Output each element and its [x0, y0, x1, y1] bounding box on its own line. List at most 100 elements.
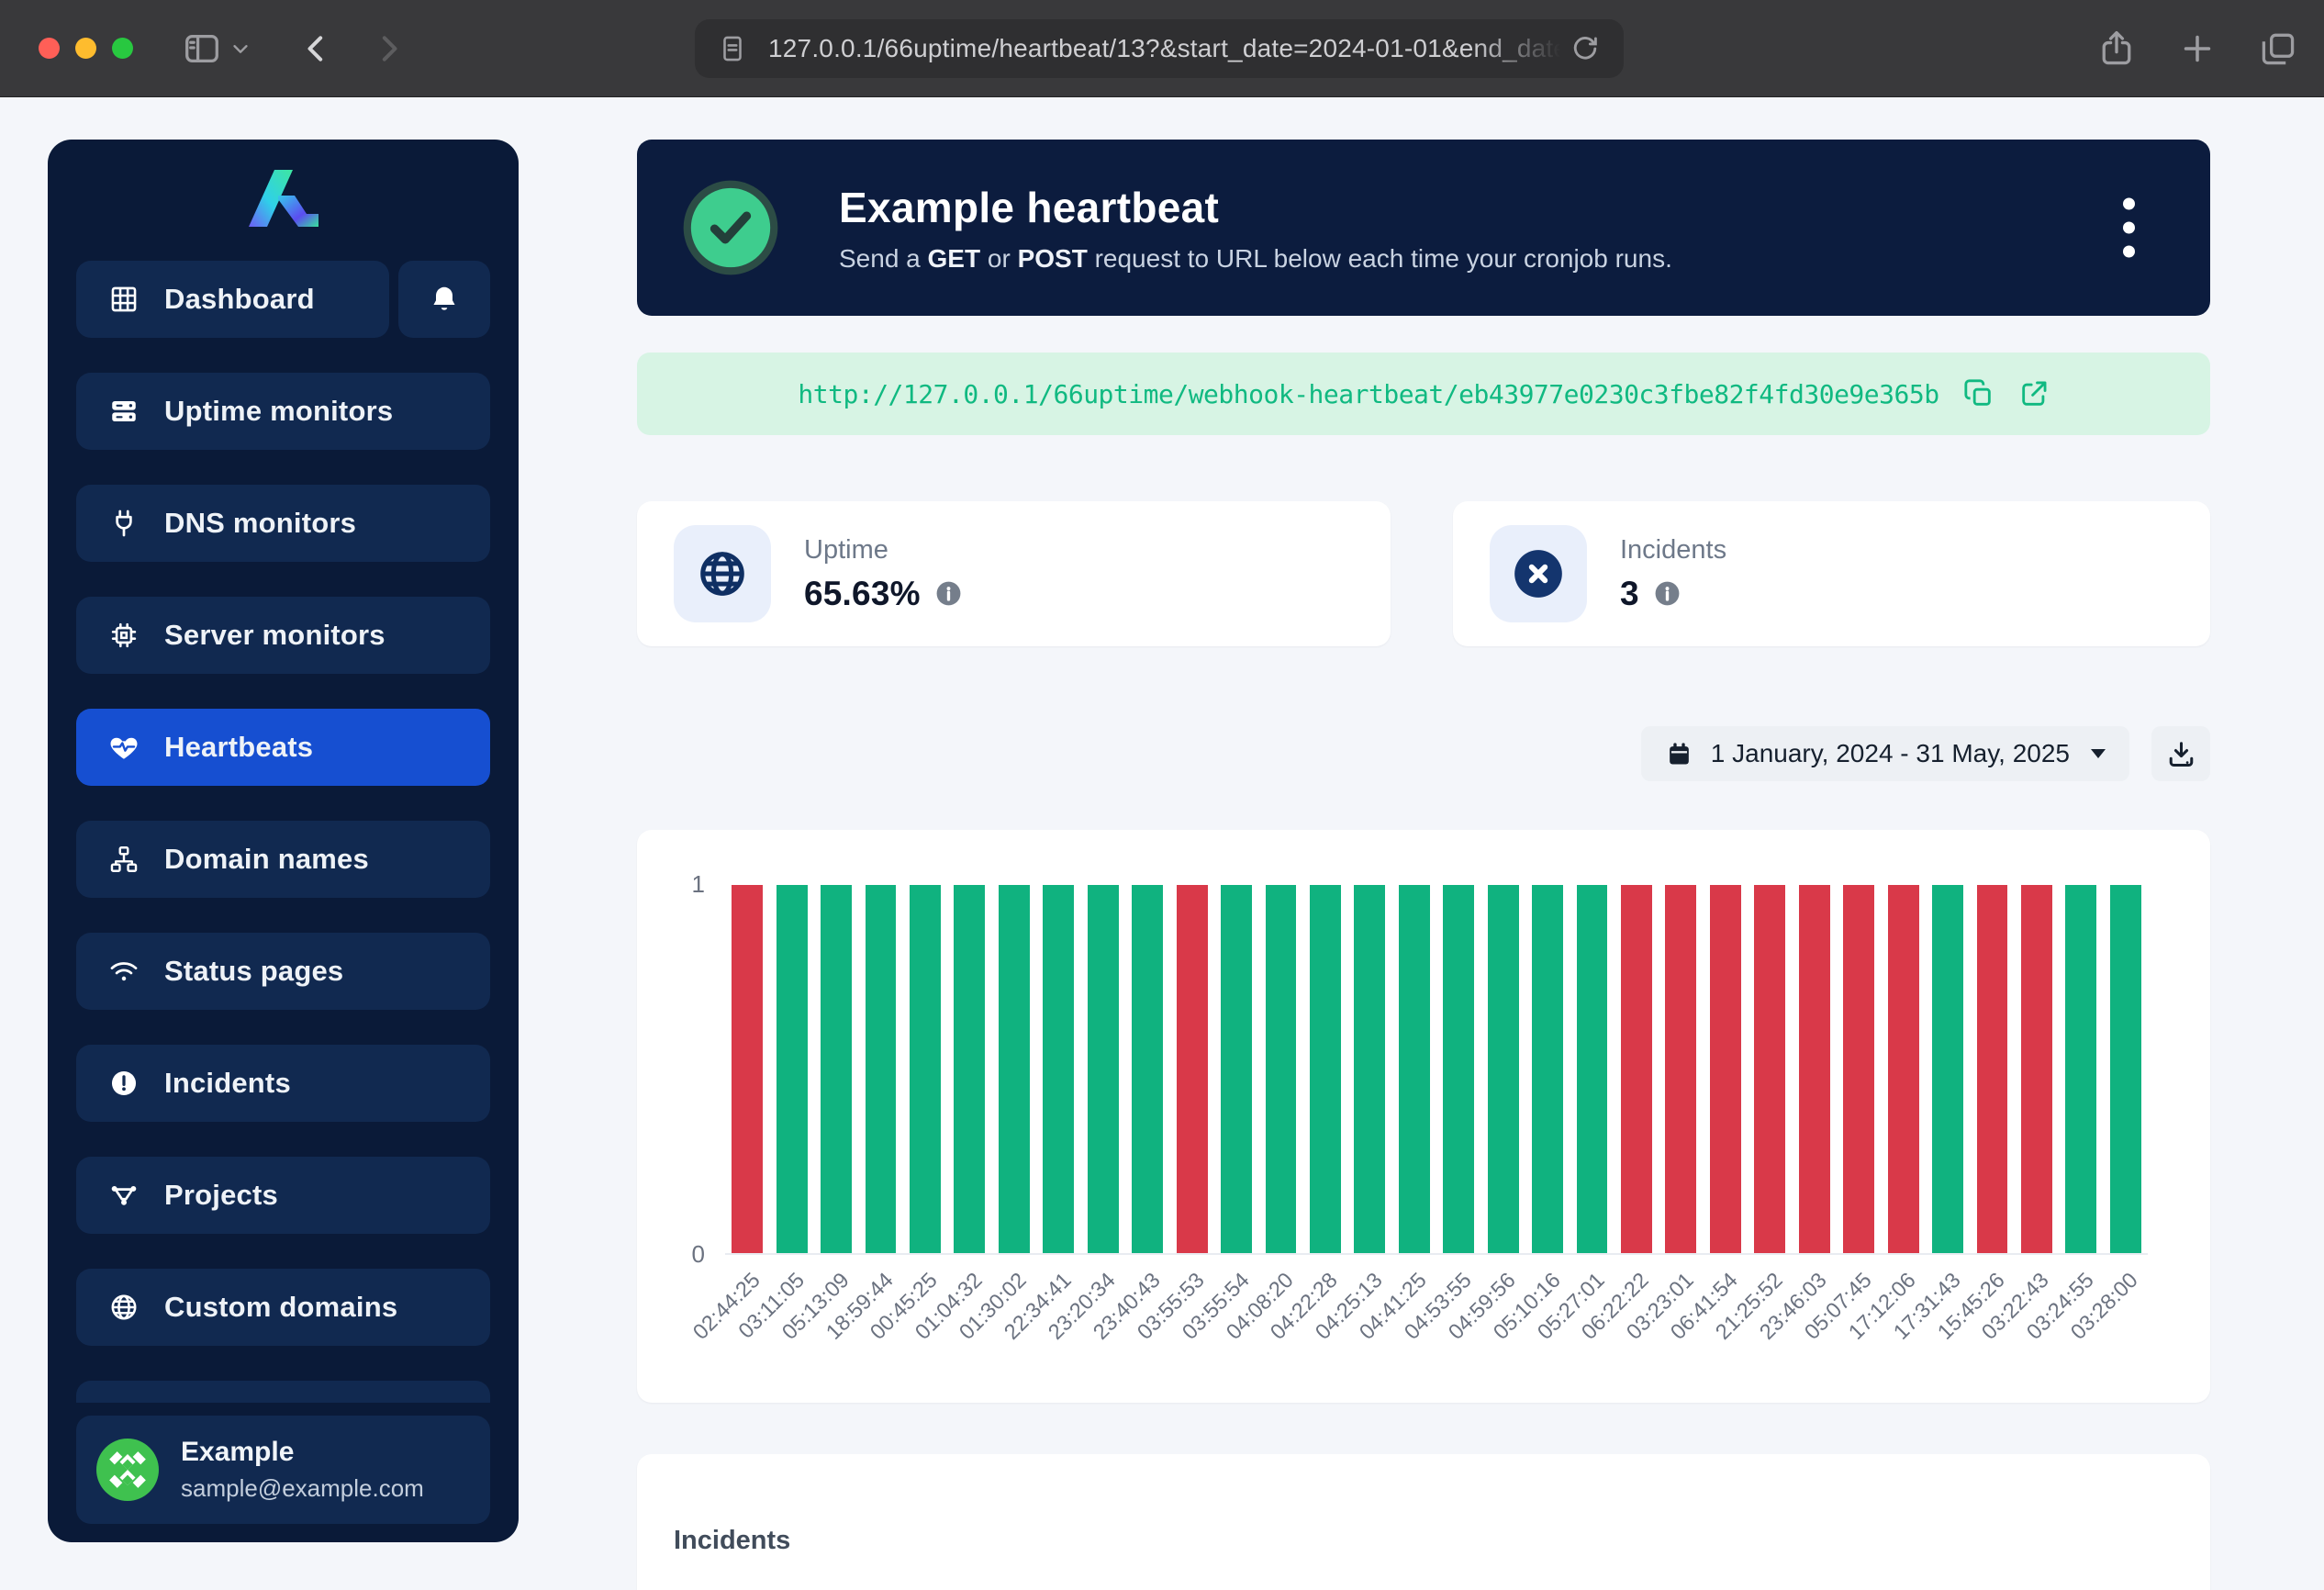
sidebar-item-label: Dashboard — [164, 283, 315, 315]
chart-bar-up[interactable] — [1354, 885, 1386, 1253]
chart-slot: 03:28:00 — [2066, 885, 2148, 1344]
info-icon[interactable] — [1653, 579, 1682, 608]
sidebar-item-projects[interactable]: Projects — [76, 1157, 490, 1234]
chart-bar-up[interactable] — [1487, 885, 1519, 1253]
sidebar-item-dns-monitors[interactable]: DNS monitors — [76, 485, 490, 562]
header-menu-button[interactable] — [2114, 189, 2144, 267]
address-bar[interactable]: 127.0.0.1/66uptime/heartbeat/13?&start_d… — [695, 19, 1624, 78]
chart-bar-up[interactable] — [1932, 885, 1963, 1253]
chart-slot: 04:08:20 — [1222, 885, 1302, 1344]
date-range-row: 1 January, 2024 - 31 May, 2025 — [637, 726, 2210, 781]
notifications-button[interactable] — [398, 261, 490, 338]
heartbeat-chart-card: 1 0 02:44:25 03:11:05 05:13:09 18:59:44 00:4… — [637, 830, 2210, 1403]
check-circle-icon — [683, 180, 778, 275]
zoom-window-button[interactable] — [112, 38, 133, 59]
chart-bar-up[interactable] — [776, 885, 808, 1253]
chart-bar-down[interactable] — [1621, 885, 1652, 1253]
user-name: Example — [181, 1437, 295, 1467]
chart-slot: 23:40:43 — [1088, 885, 1169, 1344]
cpu-icon — [111, 622, 137, 648]
globe-icon — [700, 552, 744, 596]
chart-bar-up[interactable] — [1443, 885, 1475, 1253]
chart-bar-down[interactable] — [732, 885, 764, 1253]
chart-bar-down[interactable] — [1754, 885, 1786, 1253]
sidebar-item-custom-domains[interactable]: Custom domains — [76, 1269, 490, 1346]
share-button[interactable] — [2096, 28, 2137, 69]
chart-bar-up[interactable] — [1043, 885, 1075, 1253]
chart-bar-down[interactable] — [1798, 885, 1830, 1253]
chart-bar-down[interactable] — [1887, 885, 1919, 1253]
new-tab-button[interactable] — [2179, 30, 2216, 67]
close-window-button[interactable] — [39, 38, 60, 59]
chevron-left-icon — [307, 35, 323, 62]
y-axis-tick-1: 1 — [691, 870, 705, 898]
sidebar-item-uptime-monitors[interactable]: Uptime monitors — [76, 373, 490, 450]
sidebar-item-label: Status pages — [164, 955, 344, 987]
info-icon[interactable] — [934, 579, 963, 608]
chart-bar-up[interactable] — [954, 885, 986, 1253]
nodes-icon — [111, 1185, 137, 1205]
sidebar-item-label: Heartbeats — [164, 731, 314, 763]
export-button[interactable] — [2151, 726, 2210, 781]
uptime-icon-badge — [674, 525, 771, 622]
sidebar-toggle-icon — [185, 34, 218, 62]
calendar-icon — [1669, 742, 1689, 764]
traffic-lights — [39, 38, 133, 59]
sidebar-item-dashboard[interactable]: Dashboard — [76, 261, 389, 338]
reload-button[interactable] — [1569, 32, 1602, 65]
chart-bar-down[interactable] — [1665, 885, 1697, 1253]
minimize-window-button[interactable] — [75, 38, 96, 59]
sidebar-chevron-button[interactable] — [230, 39, 251, 59]
sidebar-item-server-monitors[interactable]: Server monitors — [76, 597, 490, 674]
chart-slot: 02:44:25 — [688, 885, 769, 1344]
open-url-button[interactable] — [2018, 378, 2050, 409]
chart-bar-up[interactable] — [910, 885, 941, 1253]
chart-bar-down[interactable] — [2020, 885, 2052, 1253]
back-button[interactable] — [298, 30, 335, 67]
chart-slot: 04:53:55 — [1400, 885, 1480, 1344]
heartbeat-header-card: Example heartbeat Send a GET or POST req… — [637, 140, 2210, 316]
kebab-icon — [2123, 197, 2135, 210]
chart-slot: 18:59:44 — [821, 885, 902, 1344]
sidebar-toggle-button[interactable] — [181, 28, 223, 70]
chart-bar-up[interactable] — [1576, 885, 1608, 1253]
copy-url-button[interactable] — [1963, 378, 1994, 409]
sidebar-item-label: DNS monitors — [164, 507, 357, 539]
chart-slot: 17:31:43 — [1888, 885, 1970, 1344]
user-menu[interactable]: Example sample@example.com — [76, 1416, 490, 1524]
chart-bar-up[interactable] — [1398, 885, 1430, 1253]
sidebar-item-status-pages[interactable]: Status pages — [76, 933, 490, 1010]
chart-slot: 17:12:06 — [1844, 885, 1925, 1344]
chart-slot: 21:25:52 — [1711, 885, 1792, 1344]
sidebar-item-label: Projects — [164, 1179, 278, 1211]
sidebar-item-heartbeats[interactable]: Heartbeats — [76, 709, 490, 786]
chart-bar-up[interactable] — [821, 885, 853, 1253]
sidebar-item-incidents[interactable]: Incidents — [76, 1045, 490, 1122]
chart-slot: 04:22:28 — [1266, 885, 1347, 1344]
forward-button[interactable] — [370, 30, 407, 67]
bar-group: 02:44:25 03:11:05 05:13:09 18:59:44 00:45:25… — [688, 885, 2148, 1344]
heart-pulse-icon — [110, 737, 138, 759]
wifi-icon — [110, 962, 138, 981]
chart-bar-up[interactable] — [1221, 885, 1252, 1253]
browser-toolbar: 127.0.0.1/66uptime/heartbeat/13?&start_d… — [0, 0, 2324, 97]
sidebar-item-domain-names[interactable]: Domain names — [76, 821, 490, 898]
chart-bar-up[interactable] — [1265, 885, 1297, 1253]
chart-bar-up[interactable] — [2109, 885, 2141, 1253]
chart-bar-up[interactable] — [2065, 885, 2097, 1253]
chart-bar-up[interactable] — [998, 885, 1030, 1253]
chart-bar-up[interactable] — [1087, 885, 1119, 1253]
chart-bar-down[interactable] — [1176, 885, 1208, 1253]
chart-bar-up[interactable] — [865, 885, 897, 1253]
chart-bar-down[interactable] — [1976, 885, 2008, 1253]
app-logo-icon — [248, 170, 318, 227]
chart-bar-down[interactable] — [1709, 885, 1741, 1253]
tab-overview-button[interactable] — [2258, 28, 2298, 69]
chart-bar-down[interactable] — [1843, 885, 1875, 1253]
date-range-picker[interactable]: 1 January, 2024 - 31 May, 2025 — [1640, 726, 2129, 781]
chart-bar-up[interactable] — [1532, 885, 1564, 1253]
chart-bar-up[interactable] — [1132, 885, 1164, 1253]
sidebar-item-label: Server monitors — [164, 619, 385, 651]
chart-slot: 03:23:01 — [1622, 885, 1703, 1344]
chart-bar-up[interactable] — [1309, 885, 1341, 1253]
